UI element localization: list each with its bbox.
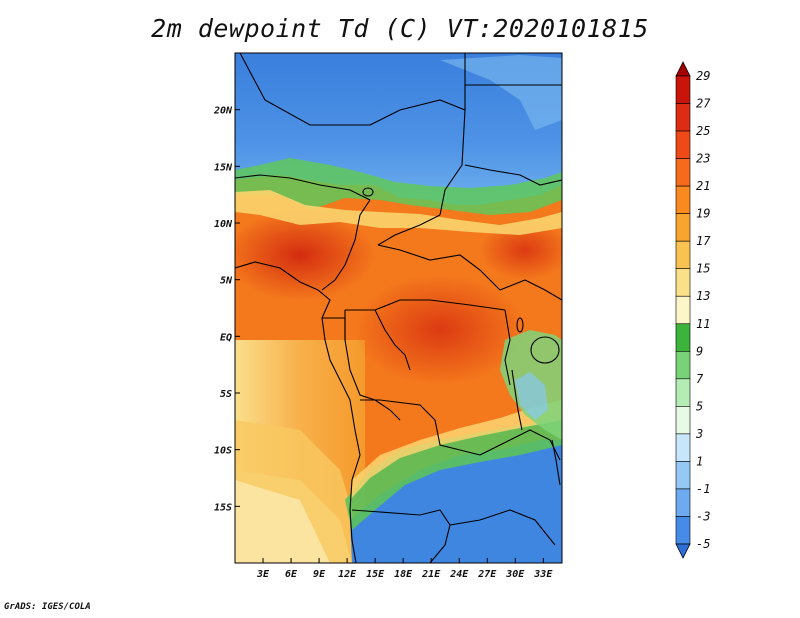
lat-tick-label: 10N — [214, 219, 233, 230]
plot-frame — [234, 52, 563, 564]
border-libya-niger — [239, 53, 370, 126]
map-title: 2m dewpoint Td (C) VT:2020101815 — [151, 14, 649, 43]
field-sahara-light — [440, 55, 562, 130]
colorbar-swatch — [675, 185, 691, 214]
lake-victoria — [530, 336, 560, 364]
coastline-west — [235, 261, 361, 563]
lon-tick-label: 27E — [477, 569, 497, 580]
border-botswana — [449, 509, 556, 546]
lake-tanganyika — [511, 369, 523, 431]
colorbar-swatch — [675, 75, 691, 104]
field-red-east — [480, 220, 562, 280]
border-uganda-kenya — [504, 309, 511, 386]
field-south-blue — [350, 440, 562, 563]
colorbar-label: 3 — [695, 427, 703, 441]
colorbar-swatch — [675, 488, 691, 517]
footer-credit: GrADS: IGES/COLA — [4, 602, 91, 612]
lon-axis: 3E 6E 9E 12E 15E 18E 21E 24E 27E 30E 33E — [256, 558, 553, 580]
colorbar-label: 5 — [696, 399, 703, 413]
colorbar-swatch — [675, 130, 691, 159]
border-nigeria-cameroon — [321, 199, 371, 291]
border-namibia — [351, 509, 451, 563]
colorbar-top-arrow — [675, 61, 691, 77]
lake-malawi — [551, 439, 561, 486]
field-east-lakes-blue — [515, 372, 548, 420]
colorbar-label: 27 — [696, 97, 711, 111]
border-congo-river — [374, 309, 411, 371]
colorbar-swatch — [675, 406, 691, 435]
field-south-yellow — [350, 400, 562, 500]
border-drc-north — [345, 299, 506, 311]
colorbar: 29 27 25 23 21 19 17 15 13 11 9 7 5 3 1 -1 -3 -5 — [675, 61, 711, 559]
colorbar-label: -3 — [696, 509, 710, 523]
colorbar-label: -1 — [696, 482, 710, 496]
lat-tick-label: 15S — [214, 502, 232, 513]
lake-chad — [362, 187, 374, 197]
colorbar-swatch — [675, 103, 691, 132]
colorbar-label: 25 — [696, 124, 710, 138]
colorbar-swatch — [675, 240, 691, 270]
colorbar-swatch — [675, 323, 691, 352]
colorbar-label: 13 — [696, 289, 710, 303]
lon-tick-label: 18E — [394, 569, 413, 580]
colorbar-label: 19 — [696, 207, 710, 221]
field-south-green — [345, 420, 562, 530]
political-borders — [235, 53, 562, 563]
field-red-west — [235, 210, 375, 300]
border-niger-nigeria — [235, 174, 371, 201]
colorbar-swatch — [675, 295, 691, 325]
colorbar-swatch — [675, 433, 691, 462]
lat-axis: 20N 15N 10N 5N EQ 5S 10S 15S — [213, 106, 240, 513]
lon-tick-label: 15E — [366, 569, 385, 580]
colorbar-label: 17 — [696, 234, 711, 248]
colorbar-label: 23 — [696, 152, 710, 166]
lon-tick-label: 21E — [421, 569, 441, 580]
colorbar-swatch — [675, 350, 691, 380]
colorbar-label: 9 — [696, 344, 703, 358]
lon-tick-label: 9E — [313, 569, 326, 580]
colorbar-swatch — [675, 378, 691, 407]
lon-tick-label: 12E — [338, 569, 357, 580]
colorbar-label: 1 — [696, 454, 703, 468]
lakes — [362, 187, 561, 486]
border-gabon — [322, 317, 346, 340]
colorbar-swatch — [675, 158, 691, 187]
border-ethiopia — [499, 279, 562, 301]
border-chad-sudan — [377, 214, 441, 246]
dewpoint-field — [235, 53, 562, 563]
field-sahel-yellow — [235, 190, 562, 235]
colorbar-label: 29 — [696, 69, 710, 83]
border-sudan-east — [464, 164, 562, 186]
lat-tick-label: 5S — [220, 389, 232, 400]
colorbar-label: 15 — [696, 262, 710, 276]
border-car — [377, 244, 501, 291]
lon-tick-label: 24E — [449, 569, 469, 580]
field-yellow-sw — [235, 420, 360, 563]
field-red-center — [355, 275, 525, 385]
border-angola — [360, 399, 481, 456]
colorbar-label: 21 — [696, 179, 710, 193]
colorbar-swatch — [675, 268, 691, 297]
colorbar-swatch — [675, 516, 691, 545]
lat-tick-label: EQ — [220, 332, 232, 343]
lon-tick-label: 33E — [533, 569, 553, 580]
colorbar-label: 11 — [696, 317, 710, 331]
colorbar-label: 7 — [696, 372, 704, 386]
colorbar-label: -5 — [696, 537, 710, 551]
lat-tick-label: 20N — [213, 106, 233, 117]
colorbar-bottom-arrow — [675, 543, 691, 559]
lat-tick-label: 10S — [214, 446, 232, 457]
border-egypt-sudan — [464, 53, 562, 110]
colorbar-swatch — [675, 213, 691, 242]
colorbar-swatch — [675, 461, 691, 490]
lon-tick-label: 30E — [505, 569, 525, 580]
lake-albert — [516, 317, 524, 333]
lon-tick-label: 6E — [285, 569, 298, 580]
lon-tick-label: 3E — [256, 569, 270, 580]
lat-tick-label: 5N — [220, 276, 233, 287]
field-sahel-green — [235, 158, 562, 215]
lat-tick-label: 15N — [214, 162, 233, 173]
